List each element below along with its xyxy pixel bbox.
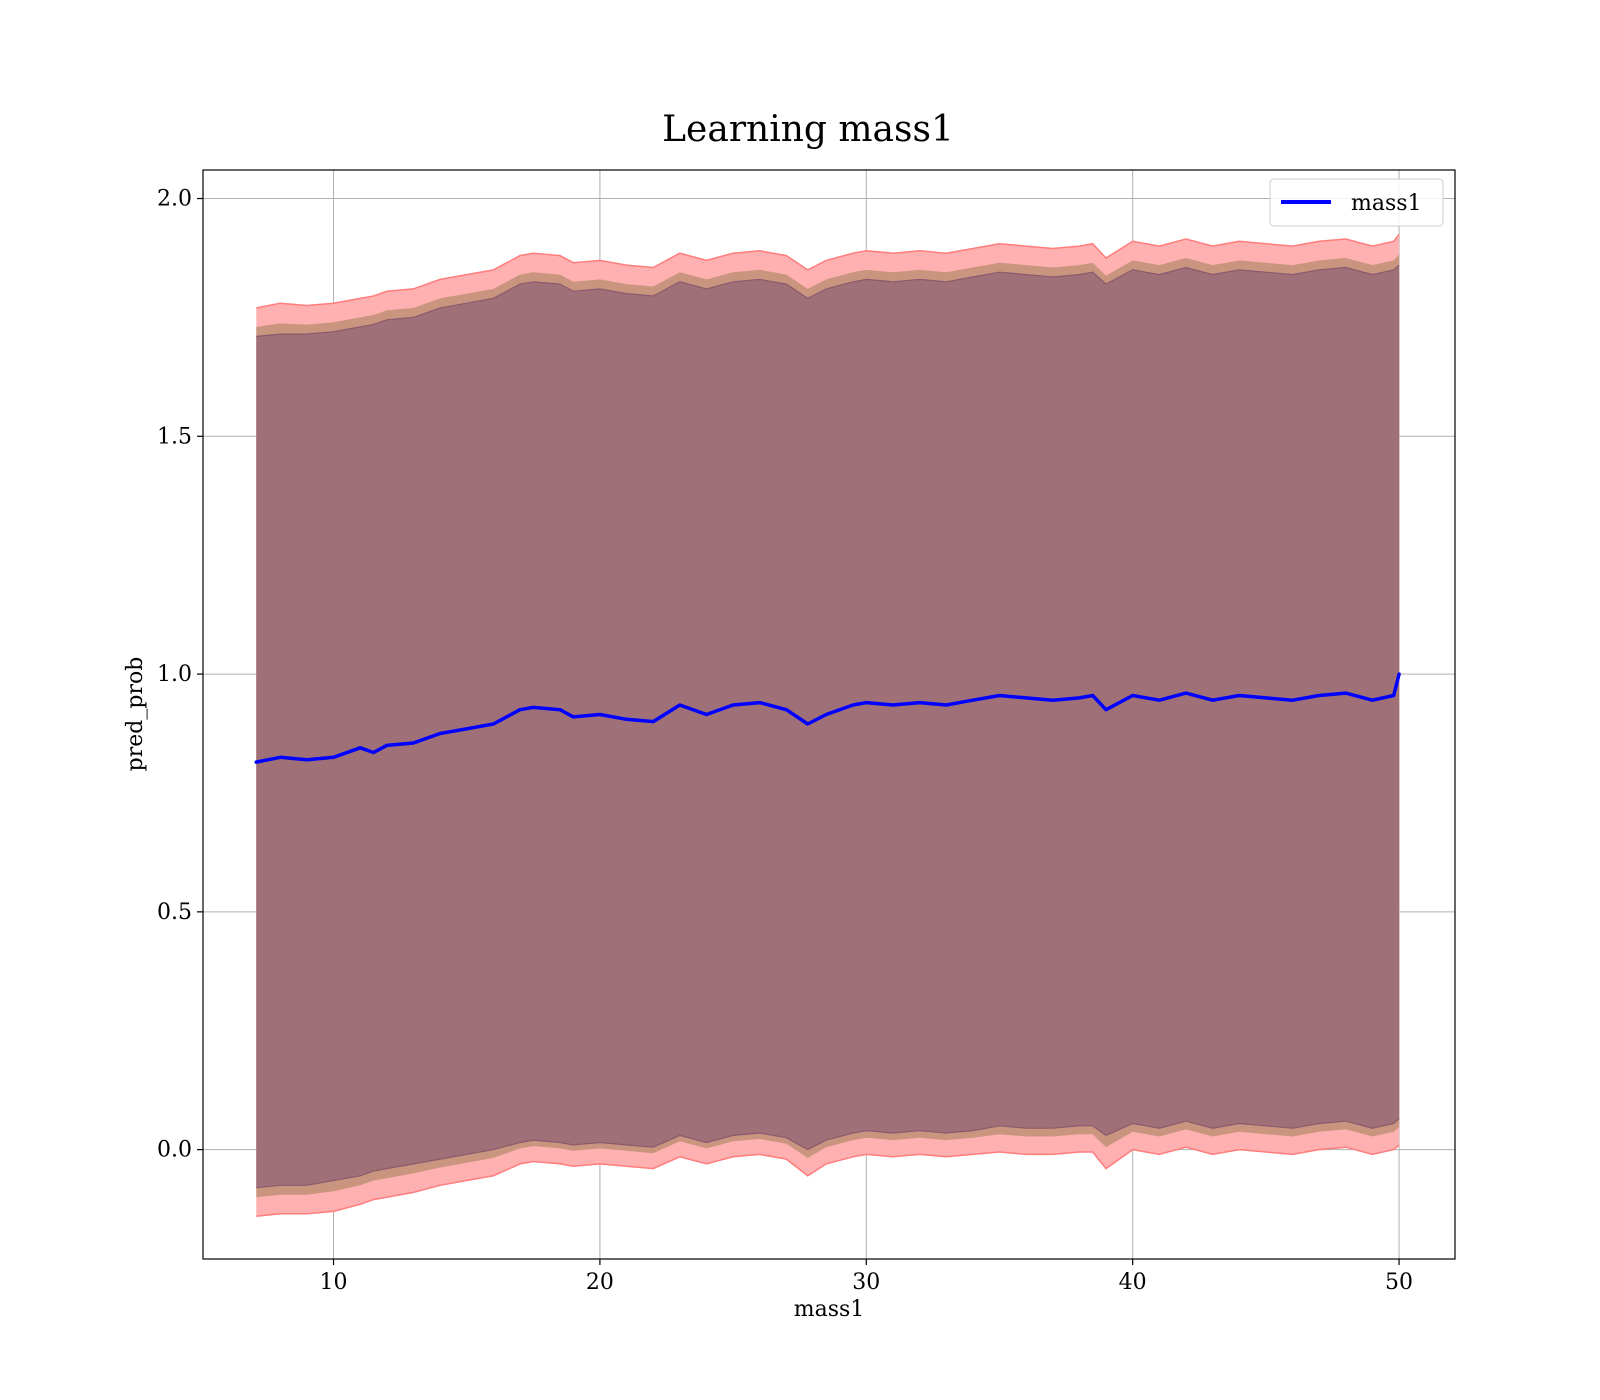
series-line-mass1 bbox=[254, 672, 1401, 764]
x-tick-label: 10 bbox=[320, 1270, 348, 1295]
series-lines bbox=[254, 672, 1401, 764]
x-tick-label: 20 bbox=[586, 1270, 614, 1295]
y-tick-label: 2.0 bbox=[157, 187, 192, 212]
y-tick-label: 1.0 bbox=[157, 662, 192, 687]
band-outer-lower-edge bbox=[256, 1144, 1400, 1217]
y-axis-label: pred_prob bbox=[123, 657, 148, 772]
x-tick-label: 40 bbox=[1119, 1270, 1147, 1295]
y-tick-label: 0.5 bbox=[157, 900, 192, 925]
legend-label-mass1: mass1 bbox=[1351, 191, 1422, 216]
y-tick-label: 0.0 bbox=[157, 1138, 192, 1163]
x-tick-label: 50 bbox=[1385, 1270, 1413, 1295]
confidence-bands bbox=[256, 233, 1400, 1217]
chart-title: Learning mass1 bbox=[662, 109, 954, 150]
y-tick-label: 1.5 bbox=[157, 424, 192, 449]
x-tick-label: 30 bbox=[852, 1270, 880, 1295]
x-axis-ticks: 10 20 30 40 50 bbox=[320, 1259, 1413, 1295]
band-inner bbox=[256, 265, 1400, 1188]
band-inner-lower-edge bbox=[256, 1118, 1400, 1189]
plot-frame bbox=[202, 169, 1456, 1260]
band-outer-upper-edge bbox=[256, 233, 1400, 309]
y-axis-ticks: 0.0 0.5 1.0 1.5 2.0 bbox=[157, 187, 203, 1163]
legend: mass1 bbox=[1269, 178, 1444, 227]
x-axis-label: mass1 bbox=[794, 1297, 865, 1322]
legend-box bbox=[1269, 178, 1444, 227]
band-inner-upper-edge bbox=[256, 264, 1400, 337]
